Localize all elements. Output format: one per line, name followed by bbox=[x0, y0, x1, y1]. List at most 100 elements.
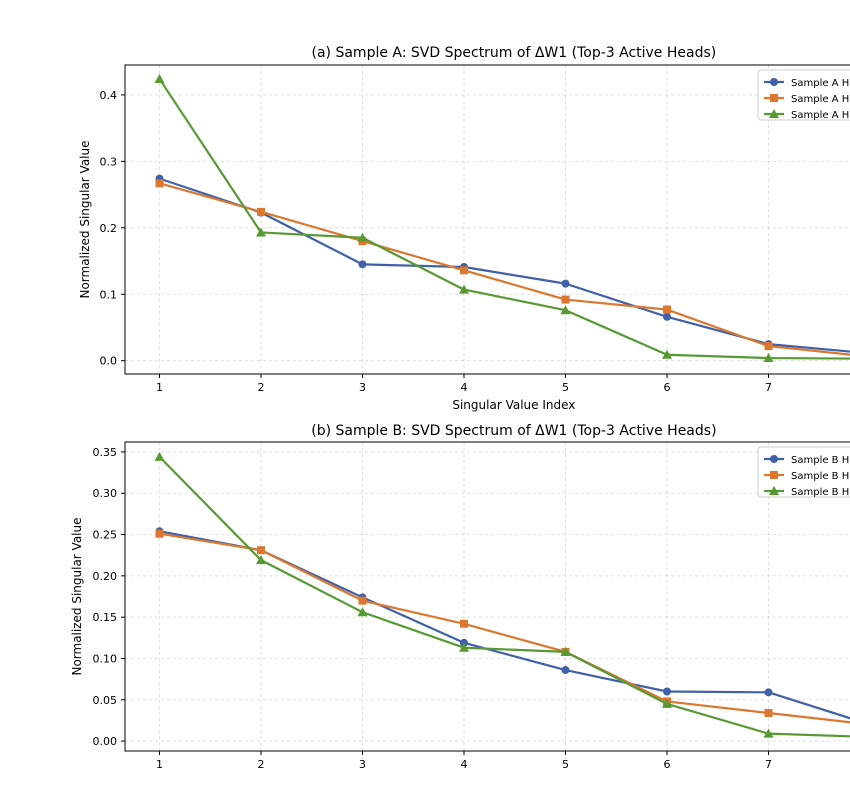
data-point bbox=[155, 529, 164, 538]
x-axis-ticks: 1 2 3 4 5 6 7 bbox=[156, 374, 772, 394]
data-point bbox=[560, 646, 571, 656]
y-tick-label: 0.20 bbox=[93, 570, 118, 583]
data-point bbox=[257, 207, 266, 216]
y-axis-label: Normalized Singular Value bbox=[70, 517, 84, 675]
series-2 bbox=[155, 179, 850, 356]
x-tick-label: 5 bbox=[562, 381, 569, 394]
y-axis-ticks: 0.00 0.05 0.10 0.15 0.20 0.25 0.30 0.35 bbox=[93, 446, 125, 748]
data-point bbox=[663, 305, 672, 314]
legend-label: Sample B H bbox=[791, 471, 849, 482]
legend-entry: Sample A H bbox=[764, 78, 849, 89]
legend-marker bbox=[770, 78, 778, 86]
data-point bbox=[560, 305, 571, 315]
data-point bbox=[357, 232, 368, 242]
subplot-b: Sample B H Sample B H Sample B H 1 2 3 4 5 6 7 0… bbox=[70, 423, 850, 771]
series-layer bbox=[154, 73, 850, 363]
x-tick-label: 6 bbox=[664, 381, 671, 394]
y-tick-label: 0.0 bbox=[100, 355, 118, 368]
series-line bbox=[159, 177, 850, 353]
legend-entry: Sample B H bbox=[764, 486, 849, 498]
chart-title: (b) Sample B: SVD Spectrum of ΔW1 (Top-3… bbox=[311, 423, 716, 439]
data-point bbox=[663, 687, 672, 696]
x-tick-label: 2 bbox=[258, 381, 265, 394]
y-tick-label: 0.05 bbox=[93, 694, 118, 707]
data-point bbox=[561, 666, 570, 675]
data-point bbox=[154, 451, 165, 461]
x-tick-label: 7 bbox=[765, 758, 772, 771]
legend-label: Sample A H bbox=[791, 110, 849, 121]
legend-marker bbox=[769, 109, 779, 118]
data-point bbox=[257, 546, 266, 555]
legend-marker bbox=[770, 94, 778, 102]
x-tick-label: 6 bbox=[664, 758, 671, 771]
legend-entry: Sample A H bbox=[764, 94, 849, 105]
series-line bbox=[158, 456, 850, 738]
legend-label: Sample A H bbox=[791, 78, 849, 89]
data-point bbox=[561, 295, 570, 304]
data-point bbox=[154, 73, 165, 83]
data-point bbox=[357, 607, 368, 617]
x-axis-label: Singular Value Index bbox=[452, 398, 575, 412]
legend: Sample A H Sample A H Sample A H bbox=[757, 69, 850, 121]
y-tick-label: 0.35 bbox=[93, 446, 118, 459]
series-1 bbox=[155, 174, 850, 353]
data-point bbox=[662, 698, 673, 708]
y-tick-label: 0.15 bbox=[93, 611, 118, 624]
data-point bbox=[763, 353, 774, 363]
y-tick-label: 0.00 bbox=[93, 735, 118, 748]
data-point bbox=[460, 619, 469, 628]
data-point bbox=[155, 179, 164, 188]
data-point bbox=[358, 596, 367, 605]
data-point bbox=[459, 642, 470, 652]
chart-title: (a) Sample A: SVD Spectrum of ΔW1 (Top-3… bbox=[312, 45, 717, 61]
legend-entry: Sample A H bbox=[764, 109, 849, 121]
x-tick-label: 4 bbox=[461, 381, 468, 394]
series-line bbox=[159, 532, 850, 724]
data-point bbox=[459, 284, 470, 294]
x-tick-label: 3 bbox=[359, 758, 366, 771]
data-point bbox=[561, 279, 570, 288]
series-layer bbox=[154, 451, 850, 738]
subplot-a: Sample A H Sample A H Sample A H 1 2 3 4 5 6 7 0… bbox=[78, 45, 850, 412]
x-tick-label: 1 bbox=[156, 758, 163, 771]
gridlines bbox=[125, 65, 850, 374]
legend-entries: Sample B H Sample B H Sample B H bbox=[764, 455, 849, 498]
data-point bbox=[662, 349, 673, 359]
data-point bbox=[460, 266, 469, 275]
x-tick-label: 5 bbox=[562, 758, 569, 771]
y-tick-label: 0.25 bbox=[93, 529, 118, 542]
x-tick-label: 4 bbox=[461, 758, 468, 771]
legend-label: Sample B H bbox=[791, 455, 849, 466]
x-tick-label: 1 bbox=[156, 381, 163, 394]
x-tick-label: 7 bbox=[765, 381, 772, 394]
legend-marker bbox=[770, 471, 778, 479]
y-axis-ticks: 0.0 0.1 0.2 0.3 0.4 bbox=[100, 89, 125, 368]
y-tick-label: 0.10 bbox=[93, 652, 118, 665]
y-tick-label: 0.4 bbox=[100, 89, 118, 102]
data-point bbox=[256, 227, 267, 237]
legend: Sample B H Sample B H Sample B H bbox=[757, 446, 850, 498]
data-point bbox=[256, 555, 267, 565]
series-3 bbox=[154, 451, 850, 738]
legend-entry: Sample B H bbox=[764, 471, 849, 482]
y-tick-label: 0.30 bbox=[93, 487, 118, 500]
legend-marker bbox=[769, 486, 779, 495]
y-axis-label: Normalized Singular Value bbox=[78, 140, 92, 298]
series-3 bbox=[154, 73, 850, 363]
x-tick-label: 2 bbox=[258, 758, 265, 771]
series-line bbox=[158, 78, 850, 360]
y-tick-label: 0.3 bbox=[100, 155, 118, 168]
legend-label: Sample B H bbox=[791, 487, 849, 498]
data-point bbox=[763, 728, 774, 738]
legend-entry: Sample B H bbox=[764, 455, 849, 466]
data-point bbox=[764, 688, 773, 697]
data-point bbox=[663, 312, 672, 321]
plot-frame bbox=[124, 64, 850, 375]
gridlines bbox=[125, 442, 850, 751]
x-axis-ticks: 1 2 3 4 5 6 7 bbox=[156, 751, 772, 771]
legend-entries: Sample A H Sample A H Sample A H bbox=[764, 78, 849, 121]
data-point bbox=[764, 708, 773, 717]
legend-marker bbox=[770, 455, 778, 463]
y-tick-label: 0.2 bbox=[100, 222, 118, 235]
